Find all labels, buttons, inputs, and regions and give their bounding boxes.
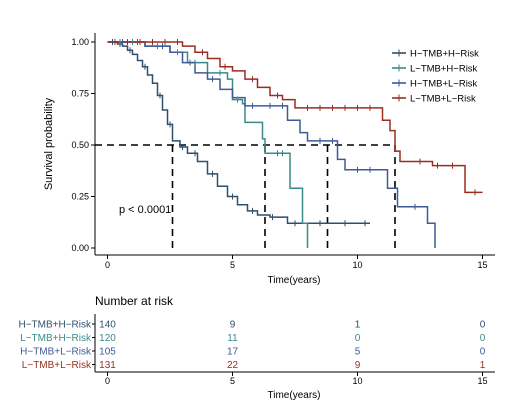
survival-curve-1: [107, 41, 370, 225]
risk-x-tick-label: 10: [352, 376, 362, 386]
risk-count: 140: [99, 320, 116, 331]
risk-count: 0: [480, 333, 486, 344]
risk-row-label: L−TMB+H−Risk: [20, 333, 92, 344]
x-axis-label: Time(years): [268, 275, 321, 286]
y-tick-label: 0.00: [71, 243, 89, 253]
risk-table: Number at risk H−TMB+H−Risk 140 9 1 0L−TMB+H…: [18, 294, 495, 401]
risk-count: 5: [355, 347, 361, 358]
risk-count: 1: [355, 320, 361, 331]
risk-row-label: H−TMB+L−Risk: [20, 347, 92, 358]
x-tick-label: 5: [230, 260, 235, 270]
risk-count: 9: [355, 360, 361, 371]
p-value-label: p < 0.0001: [119, 204, 171, 216]
x-tick-label: 10: [352, 260, 362, 270]
legend-label: L−TMB+L−Risk: [410, 94, 476, 105]
y-tick-label: 0.50: [71, 140, 89, 150]
risk-x-tick-label: 15: [477, 376, 487, 386]
legend-label: L−TMB+H−Risk: [410, 64, 478, 75]
survival-curve-4: [107, 41, 483, 194]
y-tick-label: 1.00: [71, 37, 89, 47]
y-tick-label: 0.25: [71, 192, 89, 202]
x-tick-label: 0: [105, 260, 110, 270]
risk-count: 105: [99, 347, 116, 358]
risk-row-label: H−TMB+H−Risk: [18, 320, 92, 331]
risk-count: 131: [99, 360, 116, 371]
risk-count: 0: [480, 347, 486, 358]
legend-label: H−TMB+H−Risk: [410, 49, 479, 60]
legend: H−TMB+H−Risk L−TMB+H−Risk H−TMB+L−Risk L−TM…: [392, 49, 479, 105]
legend-label: H−TMB+L−Risk: [410, 79, 478, 90]
risk-x-tick-label: 0: [105, 376, 110, 386]
x-tick-label: 15: [477, 260, 487, 270]
survival-plot: 0.00 0.25 0.50 0.75 1.00 0 5 10 15 Survival pro…: [43, 33, 495, 286]
risk-count: 22: [227, 360, 239, 371]
risk-count: 9: [230, 320, 236, 331]
risk-table-title: Number at risk: [95, 294, 174, 308]
risk-count: 11: [227, 333, 238, 344]
risk-table-x-label: Time(years): [268, 390, 321, 401]
risk-x-tick-label: 5: [230, 376, 235, 386]
risk-count: 1: [480, 360, 486, 371]
risk-count: 0: [355, 333, 361, 344]
risk-count: 120: [99, 333, 116, 344]
y-tick-label: 0.75: [71, 89, 89, 99]
y-axis-label: Survival probability: [43, 97, 55, 190]
survival-curve-3: [107, 41, 436, 248]
risk-count: 0: [480, 320, 486, 331]
risk-count: 17: [227, 347, 239, 358]
risk-row-label: L−TMB+L−Risk: [22, 360, 92, 371]
